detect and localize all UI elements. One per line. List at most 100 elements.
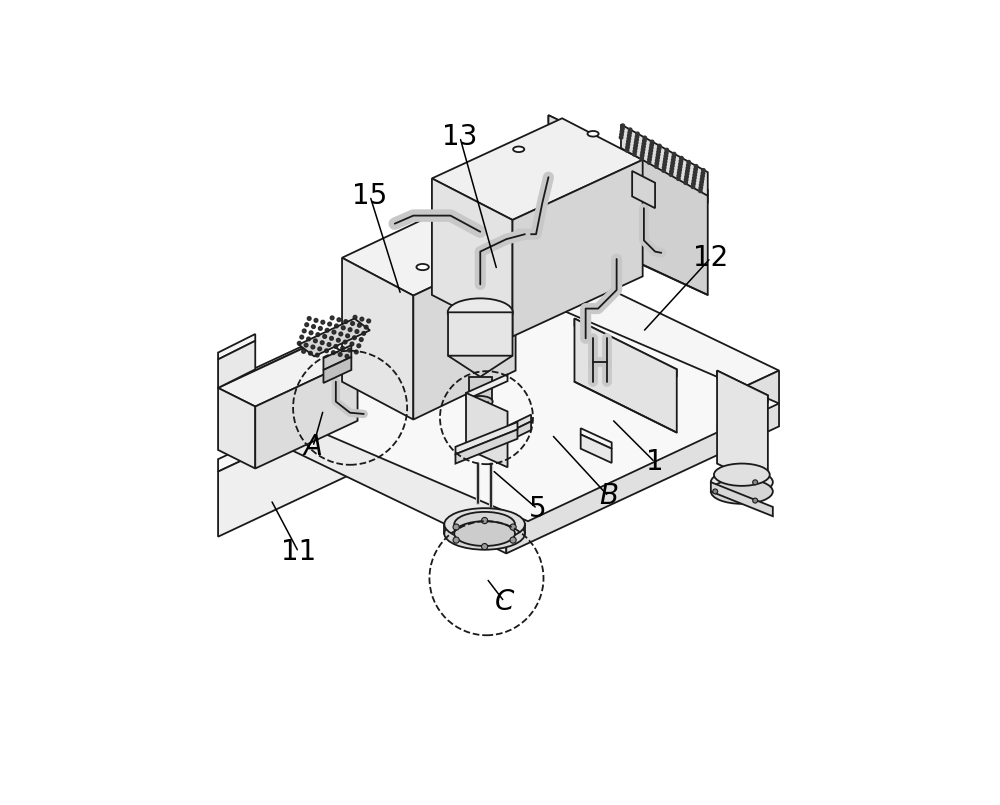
Circle shape [357,344,361,348]
Circle shape [700,177,704,181]
Circle shape [304,343,308,347]
Circle shape [307,337,310,341]
Polygon shape [246,246,779,497]
Polygon shape [506,370,779,553]
Circle shape [687,163,690,167]
Polygon shape [323,357,351,383]
Polygon shape [448,312,512,370]
Circle shape [626,142,630,147]
Ellipse shape [448,299,513,326]
Circle shape [341,346,345,350]
Circle shape [641,151,644,155]
Text: 11: 11 [281,539,316,566]
Circle shape [341,326,345,330]
Circle shape [621,127,624,130]
Polygon shape [574,319,677,432]
Circle shape [699,189,702,192]
Circle shape [663,163,666,167]
Circle shape [360,317,364,321]
Circle shape [482,543,488,550]
Circle shape [315,353,319,357]
Polygon shape [218,400,370,537]
Circle shape [657,147,661,151]
Circle shape [327,343,331,346]
Circle shape [701,175,704,178]
Circle shape [634,147,637,151]
Circle shape [642,142,646,146]
Circle shape [345,354,349,358]
Circle shape [665,151,668,155]
Text: 1: 1 [646,448,664,477]
Polygon shape [342,209,516,295]
Polygon shape [218,341,255,388]
Circle shape [647,161,651,164]
Polygon shape [509,415,531,432]
Circle shape [510,524,516,530]
Circle shape [316,332,320,336]
Polygon shape [218,388,255,469]
Polygon shape [581,428,612,448]
Circle shape [346,334,349,338]
Circle shape [656,153,660,156]
Polygon shape [512,160,643,336]
Circle shape [677,174,681,177]
Polygon shape [548,115,708,203]
Circle shape [334,345,338,349]
Text: A: A [303,433,322,460]
Circle shape [325,349,328,353]
Circle shape [633,153,636,156]
Circle shape [620,130,624,134]
Circle shape [713,489,718,494]
Circle shape [640,157,643,160]
Circle shape [649,152,652,155]
Circle shape [655,162,659,165]
Circle shape [692,182,695,186]
Circle shape [700,180,703,184]
Polygon shape [413,247,516,419]
Circle shape [684,178,688,181]
Polygon shape [636,157,708,295]
Circle shape [685,175,688,179]
Circle shape [297,341,301,345]
Circle shape [693,173,696,177]
Circle shape [330,316,334,320]
Circle shape [626,146,629,149]
Circle shape [635,135,639,138]
Circle shape [677,177,680,180]
Circle shape [337,318,341,322]
Circle shape [620,133,623,136]
Circle shape [694,164,698,168]
Circle shape [640,154,644,157]
Circle shape [628,134,631,138]
Circle shape [692,180,696,183]
Circle shape [627,140,630,143]
Polygon shape [717,370,768,489]
Circle shape [300,335,304,339]
Circle shape [702,168,705,172]
Circle shape [691,185,695,188]
Circle shape [350,342,354,346]
Circle shape [670,167,674,171]
Circle shape [453,537,459,543]
Circle shape [699,184,703,187]
Circle shape [351,322,354,325]
Polygon shape [218,341,358,407]
Circle shape [482,518,488,524]
Circle shape [657,150,660,154]
Circle shape [627,137,631,140]
Circle shape [665,148,669,152]
Polygon shape [711,482,773,516]
Circle shape [672,155,675,159]
Circle shape [650,146,653,150]
Polygon shape [246,373,506,553]
Circle shape [656,159,659,163]
Polygon shape [548,115,636,262]
Polygon shape [432,118,643,220]
Circle shape [658,144,661,148]
Circle shape [318,327,322,330]
Circle shape [634,141,638,144]
Circle shape [358,324,361,327]
Ellipse shape [454,512,515,537]
Ellipse shape [468,396,493,407]
Circle shape [699,186,702,190]
